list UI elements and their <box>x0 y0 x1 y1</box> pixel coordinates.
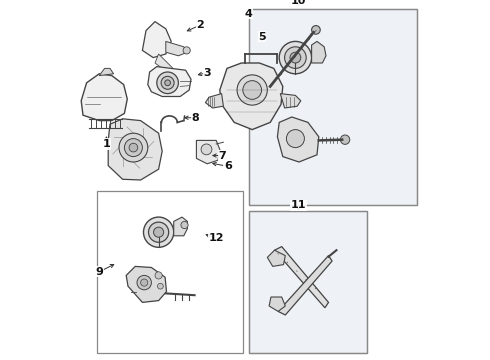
Polygon shape <box>143 22 171 58</box>
Circle shape <box>157 283 163 289</box>
Bar <box>248 9 417 205</box>
Circle shape <box>124 139 143 157</box>
Text: 3: 3 <box>203 68 211 78</box>
Text: 5: 5 <box>258 32 266 42</box>
Polygon shape <box>148 67 191 96</box>
Circle shape <box>290 52 301 63</box>
Circle shape <box>243 81 262 99</box>
Polygon shape <box>108 119 162 180</box>
Circle shape <box>144 217 174 247</box>
Circle shape <box>286 130 304 148</box>
Circle shape <box>119 133 148 162</box>
Circle shape <box>137 275 151 290</box>
Polygon shape <box>278 256 332 315</box>
Polygon shape <box>268 250 285 266</box>
Bar <box>248 9 417 205</box>
Circle shape <box>153 227 164 237</box>
Polygon shape <box>274 247 328 308</box>
Text: 9: 9 <box>95 267 103 277</box>
Polygon shape <box>312 41 326 63</box>
Circle shape <box>285 47 306 68</box>
Circle shape <box>183 47 190 54</box>
Text: 2: 2 <box>196 20 204 30</box>
Bar <box>98 191 243 353</box>
Circle shape <box>181 221 188 229</box>
Circle shape <box>155 272 162 279</box>
Text: 7: 7 <box>219 150 226 161</box>
Text: 10: 10 <box>291 0 306 6</box>
Text: 8: 8 <box>192 113 199 123</box>
Text: 6: 6 <box>224 161 232 171</box>
Polygon shape <box>99 68 114 76</box>
Polygon shape <box>280 94 301 108</box>
Circle shape <box>279 41 312 74</box>
Bar <box>248 211 368 353</box>
Polygon shape <box>126 266 167 302</box>
Circle shape <box>312 26 320 34</box>
Circle shape <box>141 279 148 286</box>
Circle shape <box>201 144 212 155</box>
Circle shape <box>161 76 174 89</box>
Polygon shape <box>269 297 285 311</box>
Text: 12: 12 <box>208 233 224 243</box>
Polygon shape <box>196 140 220 164</box>
Text: 1: 1 <box>102 139 110 149</box>
Polygon shape <box>166 41 187 56</box>
Circle shape <box>157 72 178 94</box>
Bar <box>248 211 368 353</box>
Polygon shape <box>205 94 223 108</box>
Polygon shape <box>277 117 319 162</box>
Polygon shape <box>81 74 127 121</box>
Circle shape <box>129 143 138 152</box>
Circle shape <box>341 135 350 144</box>
Polygon shape <box>174 217 187 236</box>
Text: 4: 4 <box>245 9 252 19</box>
Polygon shape <box>155 54 173 74</box>
Circle shape <box>148 222 169 242</box>
Polygon shape <box>220 63 283 130</box>
Text: 11: 11 <box>291 200 306 210</box>
Circle shape <box>165 80 171 86</box>
Circle shape <box>237 75 268 105</box>
